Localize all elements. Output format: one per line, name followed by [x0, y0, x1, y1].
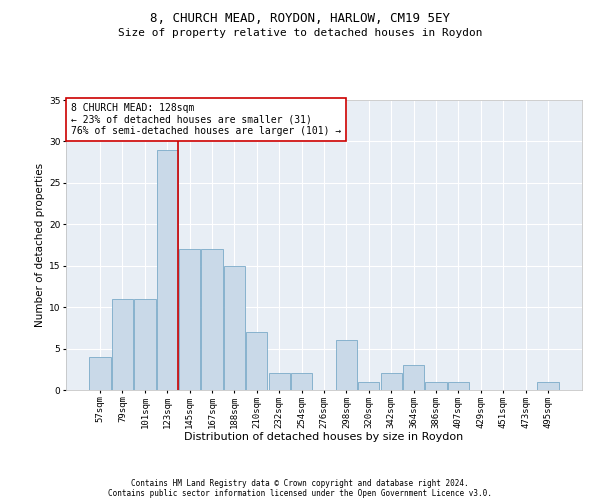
Bar	[425, 382, 446, 390]
Text: Contains HM Land Registry data © Crown copyright and database right 2024.: Contains HM Land Registry data © Crown c…	[131, 478, 469, 488]
Bar	[336, 340, 357, 390]
Bar	[202, 249, 223, 390]
Bar	[224, 266, 245, 390]
Bar	[269, 374, 290, 390]
X-axis label: Distribution of detached houses by size in Roydon: Distribution of detached houses by size …	[184, 432, 464, 442]
Bar	[246, 332, 268, 390]
Text: 8 CHURCH MEAD: 128sqm
← 23% of detached houses are smaller (31)
76% of semi-deta: 8 CHURCH MEAD: 128sqm ← 23% of detached …	[71, 103, 341, 136]
Text: 8, CHURCH MEAD, ROYDON, HARLOW, CM19 5EY: 8, CHURCH MEAD, ROYDON, HARLOW, CM19 5EY	[150, 12, 450, 26]
Bar	[134, 299, 155, 390]
Bar	[448, 382, 469, 390]
Bar	[179, 249, 200, 390]
Y-axis label: Number of detached properties: Number of detached properties	[35, 163, 45, 327]
Bar	[537, 382, 559, 390]
Text: Size of property relative to detached houses in Roydon: Size of property relative to detached ho…	[118, 28, 482, 38]
Bar	[89, 357, 111, 390]
Bar	[358, 382, 379, 390]
Bar	[112, 299, 133, 390]
Bar	[380, 374, 402, 390]
Bar	[291, 374, 312, 390]
Text: Contains public sector information licensed under the Open Government Licence v3: Contains public sector information licen…	[108, 488, 492, 498]
Bar	[157, 150, 178, 390]
Bar	[403, 365, 424, 390]
